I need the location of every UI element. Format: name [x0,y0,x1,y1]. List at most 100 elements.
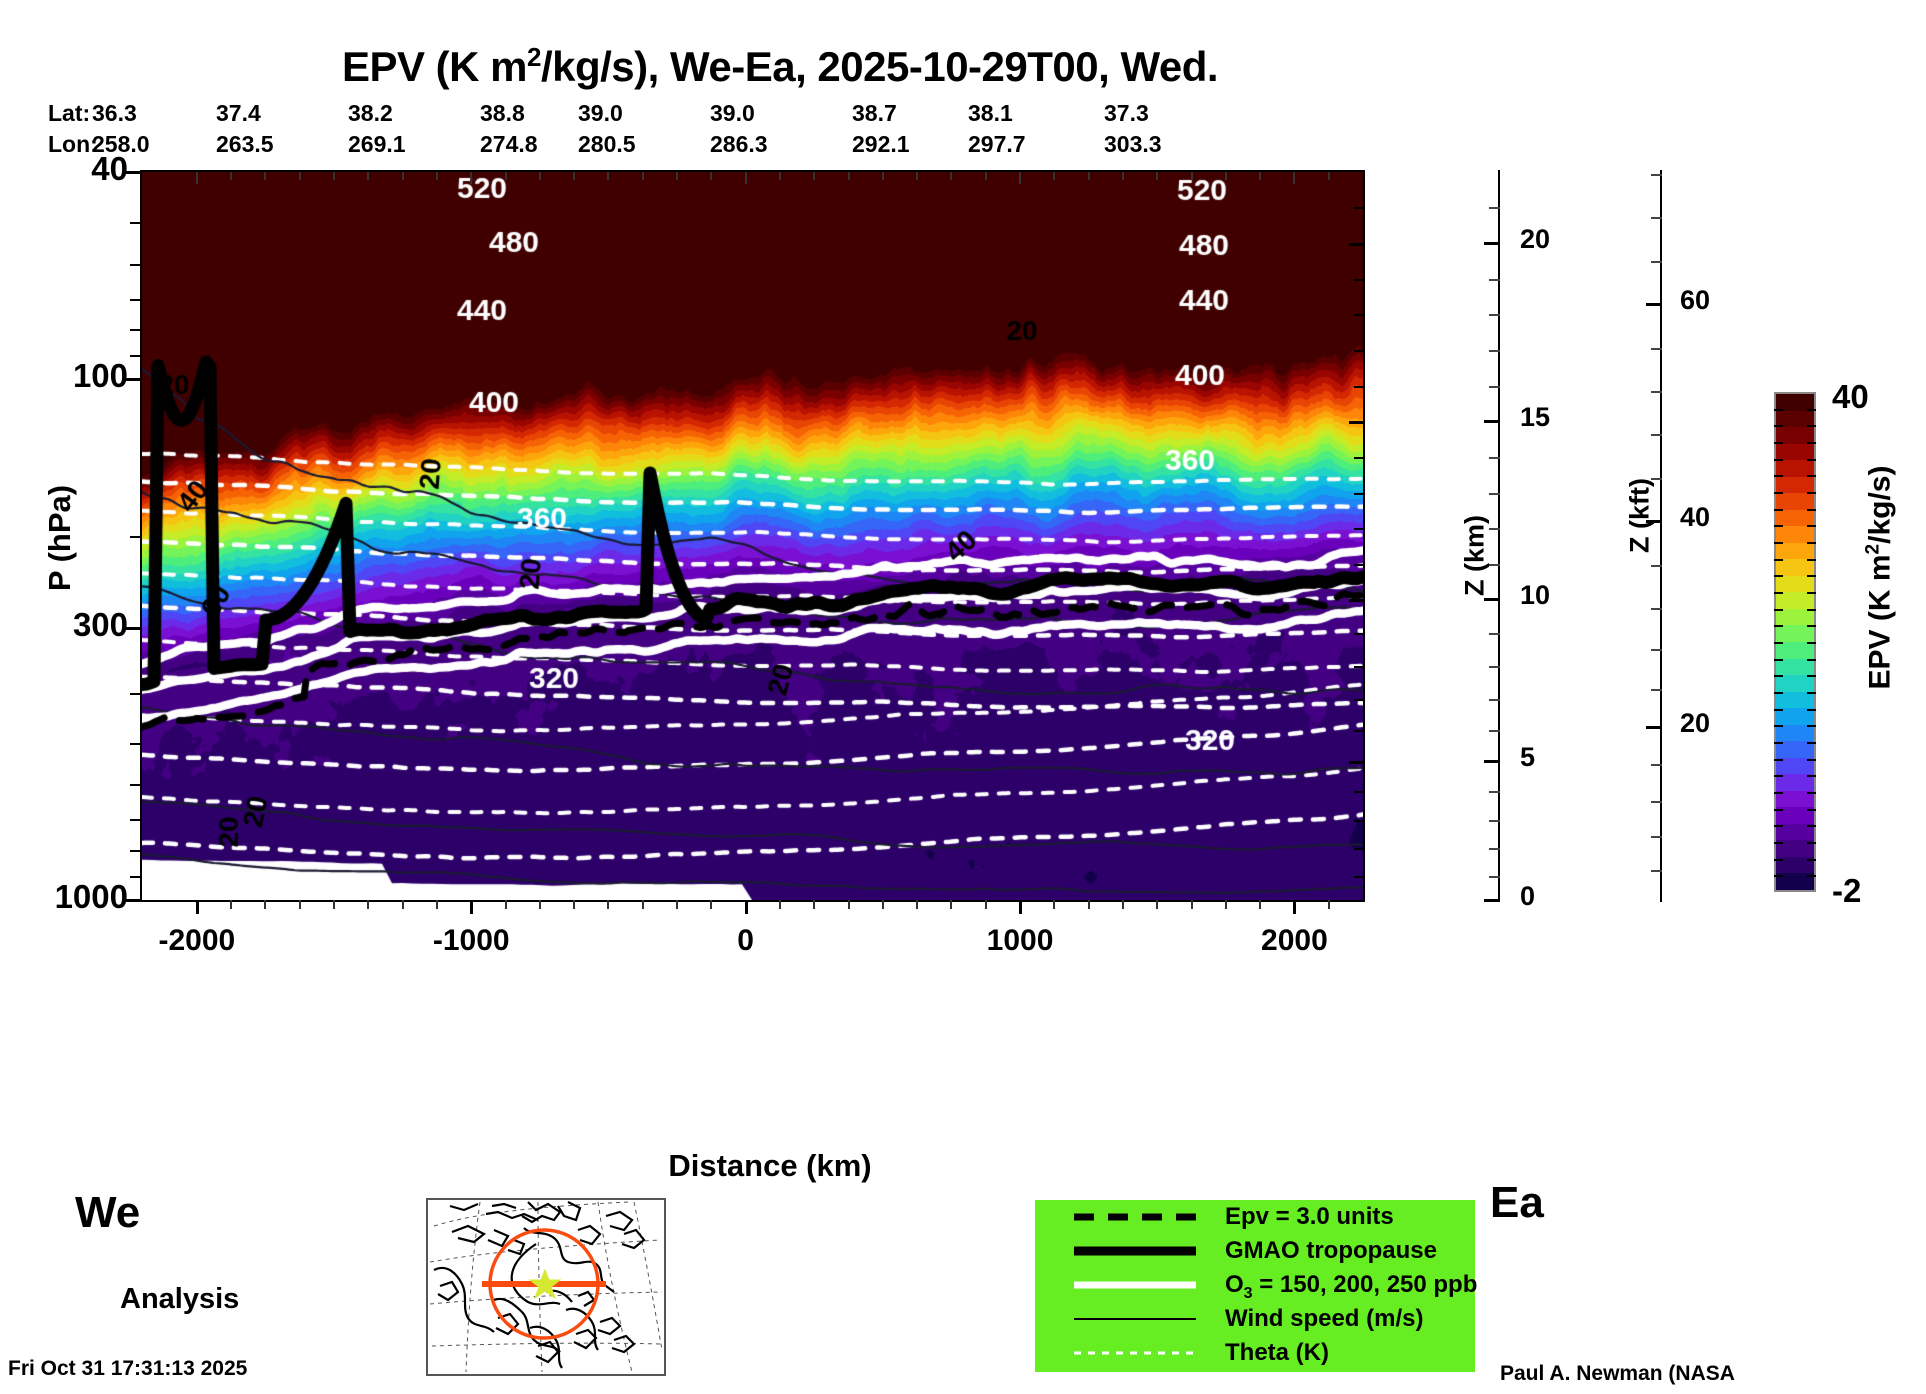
colorbar-tick [1774,458,1783,461]
axis-tick [298,900,301,909]
colorbar-tick [1807,508,1816,511]
legend-item-epv: Epv = 3.0 units [1035,1200,1475,1234]
axis-tick [1489,528,1500,531]
colorbar-segment [1776,526,1814,543]
colorbar-tick [1774,708,1783,711]
colorbar-segment [1776,641,1814,659]
latitude-value: 38.1 [968,100,1013,126]
axis-tick [1087,172,1090,180]
axis-tick [1651,434,1662,437]
latitude-value: 39.0 [578,100,623,126]
cross-section-plot [140,170,1365,902]
colorbar-segment [1776,708,1814,725]
axis-tick [1019,900,1023,914]
title-prefix: EPV (K m [341,43,528,90]
colorbar-tick [1807,425,1816,428]
colorbar-tick [1774,425,1783,428]
axis-tick [676,172,679,180]
x-axis-tick-label--1000: -1000 [432,924,510,957]
longitude-value: 280.5 [578,131,636,157]
axis-tick [333,172,336,180]
colorbar-tick [1807,442,1816,444]
latitude-row: Lat: 36.3 37.4 38.2 38.8 39.0 39.0 38.7 38.1 37.… [0,100,1300,126]
axis-tick [1354,314,1365,317]
latitude-label: Lat: [48,100,91,126]
axis-tick [1354,875,1365,878]
colorbar-segment [1776,476,1814,494]
east-endpoint-label: Ea [1490,1178,1544,1227]
latitude-value: 38.8 [480,100,525,126]
axis-tick [435,900,438,909]
axis-tick [1484,598,1500,602]
colorbar-tick [1774,442,1783,444]
axis-tick [130,298,142,301]
axis-tick [1354,698,1365,701]
colorbar-max-label: 40 [1832,378,1869,415]
axis-tick [1354,633,1365,636]
colorbar-tick [1807,725,1816,728]
colorbar-tick [1807,808,1816,811]
latitude-value: 38.7 [852,100,897,126]
legend-item-theta: Theta (K) [1035,1336,1475,1370]
axis-tick [1121,172,1124,180]
axis-tick [1651,477,1662,480]
axis-tick [1651,688,1662,691]
colorbar-tick [1807,825,1816,828]
longitude-value: 269.1 [348,131,406,157]
x-axis-tick-label-0: 0 [737,924,754,957]
colorbar-tick [1774,858,1783,861]
ozone-sub: 3 [1243,1284,1253,1302]
axis-tick [195,172,198,184]
axis-tick [130,222,142,225]
longitude-value: 292.1 [852,131,910,157]
axis-tick [1156,900,1159,909]
axis-tick [1224,900,1227,909]
axis-tick [401,172,404,180]
colorbar-segment [1776,625,1814,642]
axis-tick [1489,563,1500,566]
y-axis-tick-label-300: 300 [72,605,128,643]
longitude-label: Lon: [48,131,98,157]
z-kft-tick-label-20: 20 [1680,708,1711,739]
colorbar-tick [1807,775,1816,778]
location-inset-map [426,1198,666,1376]
generation-timestamp: Fri Oct 31 17:31:13 2025 [8,1357,248,1380]
axis-tick [1259,900,1262,909]
longitude-value: 286.3 [710,131,768,157]
z-km-tick-label-10: 10 [1520,580,1551,611]
axis-tick [538,172,541,180]
colorbar-tick [1807,758,1816,761]
axis-tick [1484,420,1500,424]
colorbar-tick [1774,658,1783,661]
axis-tick [1349,599,1365,603]
axis-tick [1190,172,1193,180]
legend-item-wind: Wind speed (m/s) [1035,1302,1475,1336]
colorbar-tick [1774,742,1783,744]
axis-tick [1327,172,1330,180]
axis-tick [126,171,142,174]
x-axis-tick-label--2000: -2000 [158,924,236,957]
axis-tick [676,900,679,909]
z-kft-tick-label-60: 60 [1680,285,1711,316]
colorbar-segment [1776,856,1814,874]
colorbar-tick [1774,592,1783,594]
axis-tick [1354,790,1365,793]
axis-tick [1053,900,1056,909]
axis-tick [1019,172,1022,184]
axis-tick [130,355,142,358]
colorbar-tick [1807,692,1816,694]
axis-tick [1651,764,1662,767]
coastlines [433,1201,646,1369]
colorbar-tick [1774,842,1783,844]
colorbar-segment [1776,840,1814,857]
axis-tick [367,172,370,180]
axis-tick [1651,173,1662,176]
colorbar-tick [1807,742,1816,744]
inset-map-svg [428,1200,664,1374]
axis-tick [607,172,610,180]
thick-black-line-icon [1070,1234,1200,1268]
axis-tick [778,900,781,909]
y-axis-altitude-km-label: Z (km) [1459,515,1490,596]
axis-tick [367,900,370,909]
colorbar-tick [1807,625,1816,628]
